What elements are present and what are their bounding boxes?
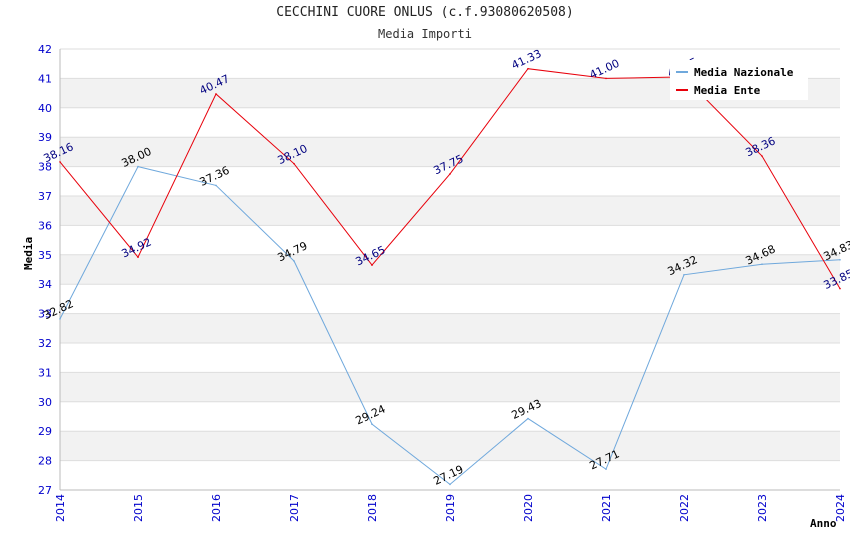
- legend-swatch-media-ente: [676, 89, 688, 91]
- data-point: [839, 258, 841, 261]
- x-tick-label: 2021: [600, 494, 613, 522]
- data-point: [449, 173, 451, 175]
- x-tick-label: 2015: [132, 494, 145, 522]
- legend-item-media-ente: Media Ente: [676, 82, 760, 98]
- grid-band: [60, 196, 840, 226]
- grid-band: [60, 372, 840, 402]
- grid-band: [60, 431, 840, 461]
- data-point: [449, 483, 451, 486]
- x-tick-label: 2023: [756, 494, 769, 522]
- y-tick-label: 41: [38, 72, 52, 85]
- data-point: [371, 264, 373, 266]
- y-tick-label: 42: [38, 43, 52, 56]
- y-tick-label: 38: [38, 161, 52, 174]
- x-tick-label: 2018: [366, 494, 379, 522]
- grid-band: [60, 254, 840, 285]
- x-axis-title: Anno: [810, 517, 837, 530]
- chart-title: CECCHINI CUORE ONLUS (c.f.93080620508): [276, 5, 574, 20]
- x-tick-label: 2017: [288, 494, 301, 522]
- data-point: [59, 318, 61, 320]
- grid-band: [60, 313, 840, 343]
- grid-band: [60, 137, 840, 167]
- data-point: [527, 417, 529, 420]
- data-label: 29.24: [353, 402, 387, 427]
- x-tick-label: 2020: [522, 494, 535, 522]
- y-tick-label: 40: [38, 102, 52, 115]
- data-point: [293, 260, 295, 262]
- legend-swatch-media-nazionale: [676, 71, 688, 73]
- data-point: [293, 162, 295, 165]
- chart-subtitle: Media Importi: [378, 27, 472, 41]
- x-tick-label: 2022: [678, 494, 691, 522]
- data-point: [215, 93, 217, 95]
- data-point: [839, 287, 841, 290]
- data-point: [605, 468, 607, 470]
- x-tick-label: 2024: [834, 494, 847, 522]
- x-tick-label: 2019: [444, 494, 457, 522]
- data-point: [137, 256, 139, 258]
- data-point: [683, 273, 685, 276]
- y-tick-label: 27: [38, 484, 52, 497]
- data-point: [215, 184, 217, 187]
- y-tick-label: 31: [38, 366, 52, 379]
- data-point: [761, 155, 763, 157]
- y-tick-label: 29: [38, 425, 52, 438]
- y-tick-label: 28: [38, 455, 52, 468]
- data-point: [59, 161, 61, 163]
- y-tick-label: 32: [38, 337, 52, 350]
- y-tick-label: 33: [38, 308, 52, 321]
- legend-label-media-nazionale: Media Nazionale: [694, 65, 794, 79]
- legend: Media Nazionale Media Ente: [670, 60, 808, 100]
- legend-label-media-ente: Media Ente: [694, 83, 761, 97]
- x-tick-label: 2016: [210, 494, 223, 522]
- data-point: [761, 263, 763, 266]
- y-axis-title: Media: [22, 236, 35, 270]
- data-point: [137, 165, 139, 168]
- y-tick-label: 36: [38, 219, 52, 232]
- y-tick-label: 30: [38, 396, 52, 409]
- data-point: [527, 67, 529, 70]
- y-tick-label: 34: [38, 278, 52, 291]
- data-point: [605, 77, 607, 80]
- y-tick-label: 35: [38, 249, 52, 262]
- y-tick-label: 39: [38, 131, 52, 144]
- y-tick-label: 37: [38, 190, 52, 203]
- x-tick-label: 2014: [54, 494, 67, 522]
- data-point: [371, 423, 373, 425]
- data-label: 41.33: [509, 47, 543, 72]
- legend-item-media-nazionale: Media Nazionale: [676, 64, 793, 80]
- data-label: 27.19: [431, 463, 465, 488]
